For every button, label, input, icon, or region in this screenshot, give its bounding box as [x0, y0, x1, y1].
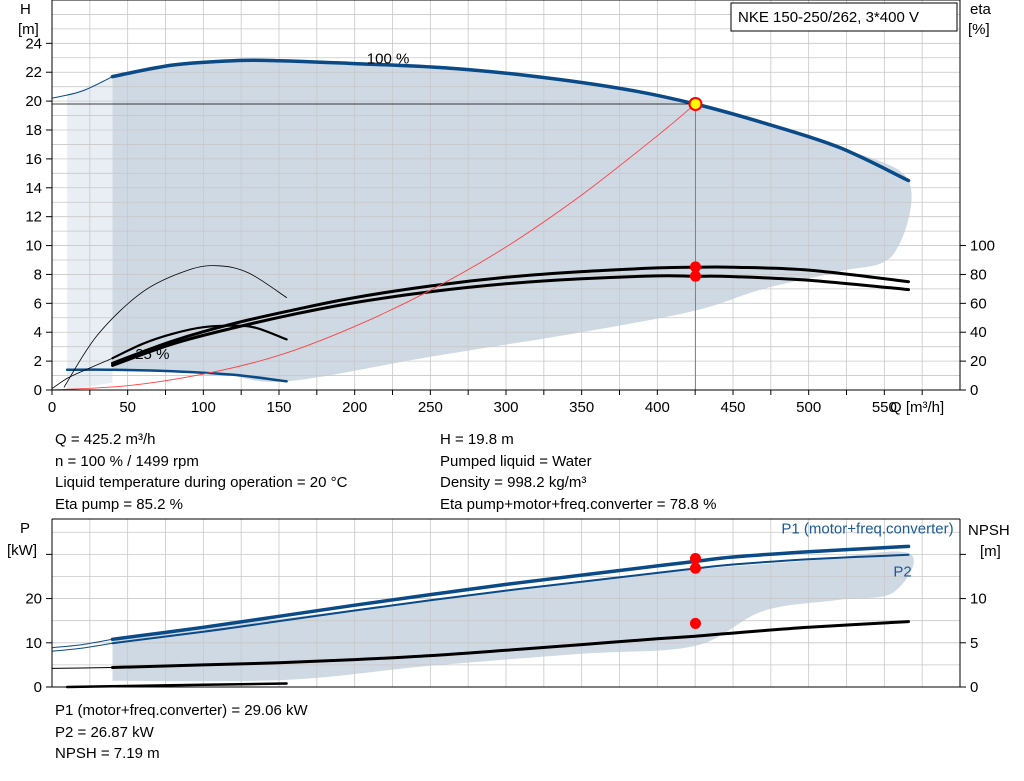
y-tick-label: 20 [25, 591, 42, 608]
y-tick-label: 2 [34, 353, 42, 370]
y2-tick-label: 60 [970, 295, 987, 312]
y-tick-label: 12 [25, 209, 42, 226]
info-speed: n = 100 % / 1499 rpm [55, 452, 199, 470]
y-tick-label: 8 [34, 266, 42, 283]
y-tick-label: 10 [25, 635, 42, 652]
x-tick-label: 350 [569, 399, 594, 416]
y2-tick-label: 20 [970, 353, 987, 370]
y-tick-label: 16 [25, 151, 42, 168]
y-tick-label: 14 [25, 180, 42, 197]
series-eta-pump-25 [111, 324, 288, 360]
y-axis-title: P [20, 520, 30, 537]
info-eta-total: Eta pump+motor+freq.converter = 78.8 % [440, 495, 717, 513]
y-tick-label: 10 [25, 238, 42, 255]
series-p2 [111, 553, 910, 645]
info-npsh: NPSH = 7.19 m [55, 745, 160, 762]
series-label-p1-motor-freq-converter: P1 (motor+freq.converter) [781, 521, 953, 538]
y-tick-label: 24 [25, 35, 42, 52]
series-npsh [111, 620, 910, 669]
info-pumped-liquid: Pumped liquid = Water [440, 452, 592, 470]
y-tick-label: 4 [34, 324, 42, 341]
info-block-left: Q = 425.2 m³/h n = 100 % / 1499 rpm Liqu… [55, 429, 347, 515]
info-block-bottom: P1 (motor+freq.converter) = 29.06 kW P2 … [55, 700, 308, 765]
y-tick-label: 22 [25, 64, 42, 81]
y2-axis-unit: [m] [980, 543, 1001, 560]
head-efficiency-chart: 100 %25 %0246810121416182022240204060801… [18, 0, 995, 416]
series-h-100 [110, 58, 911, 183]
x-tick-label: 400 [645, 399, 670, 416]
y2-tick-label: 40 [970, 324, 987, 341]
info-eta-pump: Eta pump = 85.2 % [55, 495, 183, 513]
operating-point-marker [688, 97, 703, 111]
series-label-p2: P2 [893, 563, 911, 580]
series-eta-thin [63, 265, 287, 388]
y-tick-label: 18 [25, 122, 42, 139]
info-p1: P1 (motor+freq.converter) = 29.06 kW [55, 702, 308, 719]
x-tick-label: 450 [720, 399, 745, 416]
series-label-h-100: 100 % [367, 51, 410, 68]
operating-region [112, 551, 914, 682]
series-p-25 [65, 682, 288, 689]
x-tick-label: 300 [493, 399, 518, 416]
duty-point-marker [689, 553, 701, 565]
series-npsh-extension [51, 667, 113, 669]
x-tick-label: 200 [342, 399, 367, 416]
y-axis-unit: [m] [18, 21, 39, 38]
series-eta-pump [111, 265, 910, 365]
info-liquid-temperature: Liquid temperature during operation = 20… [55, 474, 348, 491]
y-tick-label: 6 [34, 295, 42, 312]
y2-tick-label: 100 [970, 238, 995, 255]
series-p1-extension [51, 638, 113, 649]
x-tick-label: 100 [191, 399, 216, 416]
y2-axis-title: NPSH [968, 522, 1010, 539]
duty-point-marker [689, 270, 701, 282]
info-block-right: H = 19.8 m Pumped liquid = Water Density… [440, 429, 716, 515]
series-eta-total [111, 274, 910, 367]
pump-title: NKE 150-250/262, 3*400 V [738, 9, 919, 26]
x-tick-label: 500 [796, 399, 821, 416]
y-axis-unit: [kW] [7, 542, 37, 559]
y-axis-title: H [20, 1, 31, 18]
duty-point-marker [689, 617, 701, 629]
x-tick-label: 0 [48, 399, 56, 416]
info-p2: P2 = 26.87 kW [55, 723, 154, 741]
y2-tick-label: 80 [970, 266, 987, 283]
series-system-curve [51, 103, 696, 391]
y2-tick-label: 0 [970, 679, 978, 696]
info-density: Density = 998.2 kg/m³ [440, 474, 587, 491]
series-h-100-extension [51, 76, 113, 99]
series-p2-extension [51, 642, 113, 652]
y2-axis-unit: [%] [968, 21, 990, 38]
y-tick-label: 0 [34, 679, 42, 696]
info-flow: Q = 425.2 m³/h [55, 431, 156, 448]
info-head: H = 19.8 m [440, 431, 514, 448]
duty-point-marker [689, 562, 701, 574]
x-tick-label: 550 [872, 399, 897, 416]
x-tick-label: 150 [266, 399, 291, 416]
y-tick-label: 20 [25, 93, 42, 110]
duty-point-marker [689, 261, 701, 273]
y-tick-label: 0 [34, 382, 42, 399]
y2-axis-title: eta [970, 1, 992, 18]
x-tick-label: 250 [418, 399, 443, 416]
y2-tick-label: 10 [970, 591, 987, 608]
x-tick-label: 50 [119, 399, 136, 416]
y2-tick-label: 0 [970, 382, 978, 399]
series-p1-motor-freq-converter [110, 544, 911, 642]
power-npsh-chart: P1 (motor+freq.converter) P2 0 10 20 0 5 10 P [kW… [7, 518, 1010, 696]
y2-tick-label: 5 [970, 635, 978, 652]
pump-title-box: NKE 150-250/262, 3*400 V [730, 2, 958, 32]
operating-region [112, 60, 912, 382]
x-axis-label: Q [m³/h] [890, 399, 944, 416]
series-eta-pump-25-extension [51, 357, 113, 389]
series-h-25 [65, 368, 288, 383]
